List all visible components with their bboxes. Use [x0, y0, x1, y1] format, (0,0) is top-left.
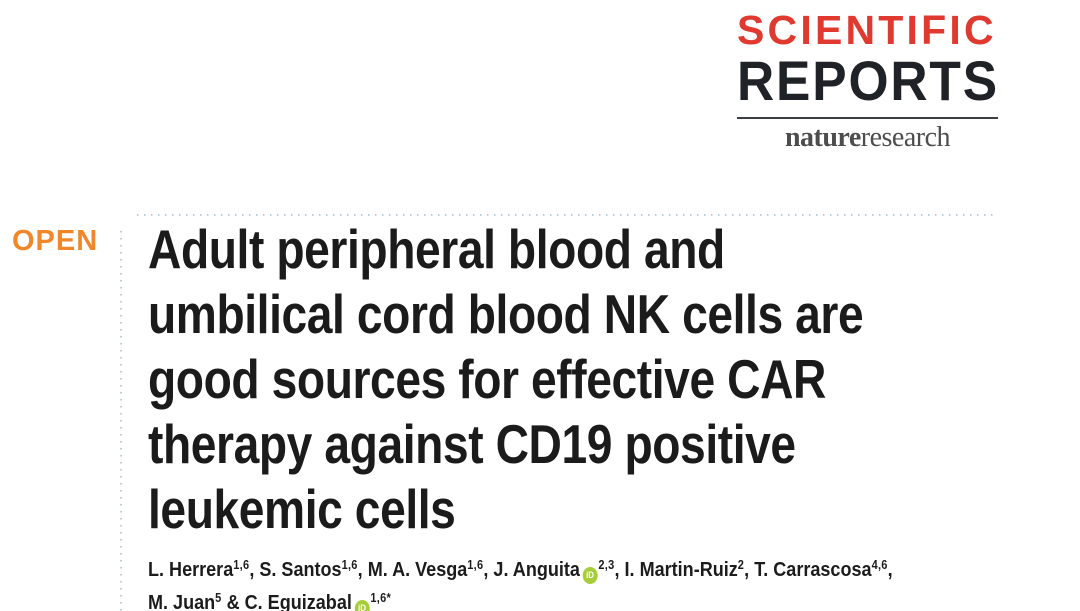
- author-name: M. Juan: [148, 591, 216, 611]
- author-separator: ,: [357, 558, 368, 581]
- author: S. Santos1,6,: [259, 558, 367, 581]
- author-name: L. Herrera: [148, 558, 234, 581]
- article-title-line-4: therapy against CD19 positive: [148, 413, 796, 475]
- article-title-line-3: good sources for effective CAR: [148, 348, 826, 410]
- author-affiliations: 1,6: [467, 558, 484, 572]
- author: C. Eguizabal iD 1,6*: [245, 591, 391, 611]
- author-affiliations: 1,6: [341, 558, 358, 572]
- orcid-icon[interactable]: iD: [354, 600, 370, 611]
- author-name: J. Anguita: [493, 558, 580, 581]
- open-access-label: OPEN: [12, 225, 99, 257]
- author: I. Martin-Ruiz2,: [625, 558, 755, 581]
- author-affiliations: 2,3: [598, 558, 615, 572]
- journal-logo: SCIENTIFIC REPORTS natureresearch: [737, 8, 1001, 154]
- author-separator: &: [221, 591, 245, 611]
- author-affiliations: 1,6*: [370, 591, 392, 605]
- author-name: I. Martin-Ruiz: [624, 558, 738, 581]
- dotted-separator-vertical: [120, 231, 122, 611]
- author: M. Juan5 &: [148, 591, 245, 611]
- article-title-line-5: leukemic cells: [148, 478, 456, 540]
- author: T. Carrascosa4,6,: [754, 558, 892, 581]
- author: L. Herrera1,6,: [148, 558, 259, 581]
- logo-divider-line: [737, 117, 998, 119]
- orcid-icon[interactable]: iD: [582, 567, 598, 584]
- author-affiliations: 5: [215, 591, 222, 605]
- publisher-nature-text: nature: [784, 122, 861, 153]
- article-title-line-1: Adult peripheral blood and: [148, 218, 725, 280]
- author-separator: ,: [744, 558, 755, 581]
- orcid-id-text: iD: [358, 603, 366, 611]
- author-name: C. Eguizabal: [244, 591, 352, 611]
- journal-name-reports: REPORTS: [737, 49, 999, 112]
- article-title-line-2: umbilical cord blood NK cells are: [148, 283, 864, 345]
- author-line-1: L. Herrera1,6, S. Santos1,6, M. A. Vesga…: [148, 551, 893, 584]
- author-name: M. A. Vesga: [367, 558, 468, 581]
- author-separator: ,: [887, 558, 893, 581]
- author-affiliations: 1,6: [233, 558, 250, 572]
- author: J. Anguita iD2,3,: [493, 558, 625, 584]
- author-list: L. Herrera1,6, S. Santos1,6, M. A. Vesga…: [148, 551, 893, 611]
- publisher-research-text: research: [860, 122, 951, 153]
- author-name: S. Santos: [259, 558, 342, 581]
- journal-name-scientific: SCIENTIFIC: [737, 7, 997, 53]
- author-separator: ,: [249, 558, 260, 581]
- author-separator: ,: [614, 558, 625, 581]
- author-affiliations: 2: [737, 558, 745, 572]
- orcid-id-text: iD: [586, 570, 595, 580]
- author: M. A. Vesga1,6,: [368, 558, 494, 581]
- author-line-2: M. Juan5 & C. Eguizabal iD 1,6*: [148, 584, 893, 611]
- author-separator: ,: [483, 558, 494, 581]
- dotted-separator-horizontal: [137, 214, 997, 216]
- article-title: Adult peripheral blood and umbilical cor…: [148, 217, 864, 542]
- author-name: T. Carrascosa: [754, 558, 872, 581]
- author-affiliations: 4,6: [871, 558, 888, 572]
- publisher-logo: natureresearch: [737, 122, 998, 154]
